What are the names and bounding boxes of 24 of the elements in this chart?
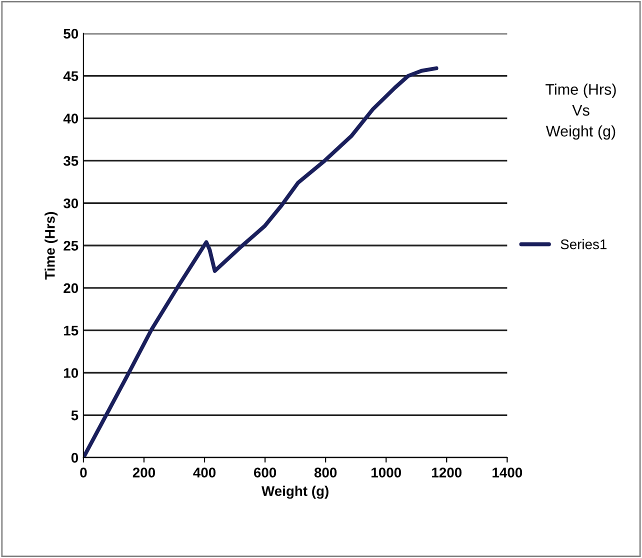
x-tick-label: 1200 [432, 468, 462, 478]
y-tick-label: 0 [71, 452, 78, 463]
x-tick-label: 400 [193, 468, 216, 478]
y-tick-label: 25 [64, 240, 78, 251]
y-tick-label: 50 [64, 28, 78, 39]
x-tick-label: 600 [254, 468, 276, 478]
line-series [83, 66, 438, 458]
y-tick-label: 5 [71, 410, 78, 420]
legend-label: Series1 [560, 239, 607, 250]
x-tick-label: 200 [132, 468, 156, 478]
x-tick-label: 1000 [372, 468, 401, 478]
y-tick-label: 45 [63, 71, 78, 82]
x-tick-label: 0 [80, 468, 87, 478]
y-tick-label: 30 [63, 198, 78, 208]
y-tick-label: 40 [63, 114, 78, 124]
y-tick-label: 35 [63, 156, 78, 166]
text: Time (Hrs) Vs Weight (g) [546, 84, 616, 140]
y-tick-label: 20 [64, 283, 78, 294]
y-tick-label: 15 [64, 326, 78, 336]
y-tick-label: 10 [64, 368, 78, 378]
y-axis-title: Time (Hrs) [44, 212, 58, 280]
x-axis-title: Weight (g) [262, 486, 328, 499]
x-tick-label: 1400 [492, 468, 522, 478]
x-tick-label: 800 [314, 468, 337, 478]
